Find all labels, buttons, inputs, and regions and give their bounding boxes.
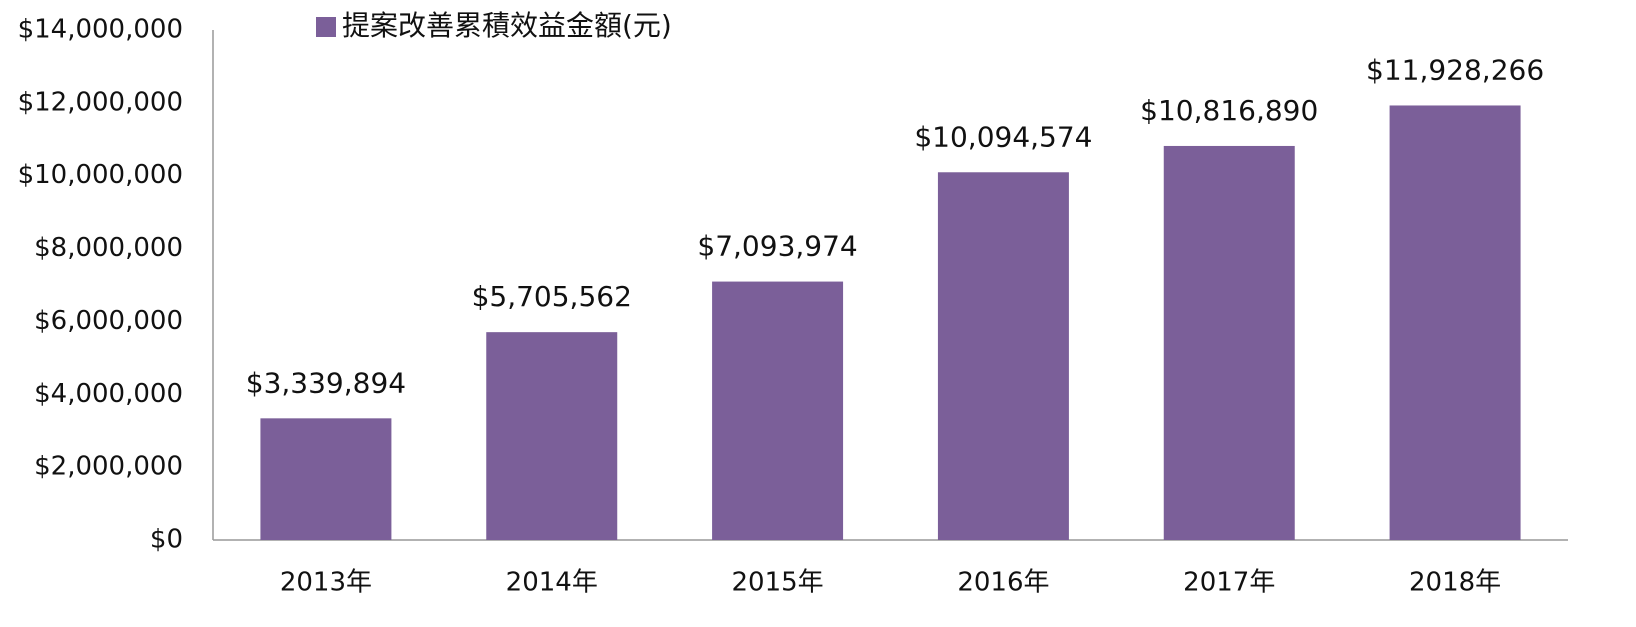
bar — [1389, 105, 1521, 540]
data-label: $11,928,266 — [1366, 53, 1544, 86]
y-tick-label: $10,000,000 — [18, 160, 183, 190]
y-tick-label: $2,000,000 — [34, 452, 183, 482]
data-label: $5,705,562 — [472, 280, 632, 313]
legend-swatch — [316, 17, 336, 37]
y-tick-label: $0 — [150, 525, 183, 555]
x-tick-label: 2017年 — [1183, 568, 1275, 598]
y-tick-label: $14,000,000 — [18, 15, 183, 45]
data-label: $7,093,974 — [697, 230, 857, 263]
x-tick-label: 2015年 — [731, 568, 823, 598]
bar — [1163, 145, 1295, 540]
bar — [486, 332, 618, 540]
data-label: $10,094,574 — [914, 120, 1092, 153]
y-tick-label: $12,000,000 — [18, 87, 183, 117]
y-tick-label: $6,000,000 — [34, 306, 183, 336]
data-label: $10,816,890 — [1140, 94, 1318, 127]
x-tick-label: 2016年 — [957, 568, 1049, 598]
legend-label: 提案改善累積效益金額(元) — [342, 9, 672, 42]
x-tick-label: 2013年 — [280, 568, 372, 598]
bar — [260, 418, 392, 540]
bar — [712, 281, 844, 540]
y-tick-label: $4,000,000 — [34, 379, 183, 409]
data-label: $3,339,894 — [246, 366, 406, 399]
x-tick-label: 2014年 — [506, 568, 598, 598]
bar — [937, 172, 1069, 540]
x-tick-label: 2018年 — [1409, 568, 1501, 598]
y-tick-label: $8,000,000 — [34, 233, 183, 263]
